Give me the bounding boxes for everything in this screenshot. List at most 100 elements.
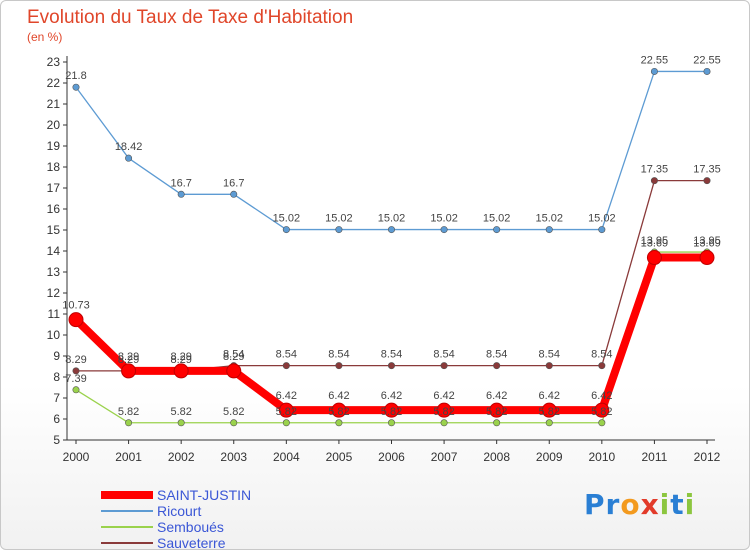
y-tick-label: 13 xyxy=(47,265,61,279)
data-label: 6.42 xyxy=(539,390,560,402)
data-point xyxy=(703,67,711,75)
data-label: 8.54 xyxy=(486,349,507,361)
data-point xyxy=(72,386,80,394)
logo-letter: r xyxy=(605,488,621,521)
data-label: 8.29 xyxy=(223,351,244,363)
data-point xyxy=(177,419,185,427)
y-tick-label: 22 xyxy=(47,76,61,90)
x-tick-label: 2011 xyxy=(642,450,668,464)
data-point xyxy=(282,362,290,370)
data-label: 13.69 xyxy=(641,238,669,250)
data-label: 5.82 xyxy=(276,406,297,418)
data-label: 8.54 xyxy=(328,349,349,361)
data-label: 5.82 xyxy=(539,406,560,418)
data-label: 6.42 xyxy=(591,390,612,402)
y-tick-label: 5 xyxy=(53,433,60,447)
x-tick-label: 2001 xyxy=(115,450,142,464)
x-tick-label: 2006 xyxy=(378,450,405,464)
logo-letter: x xyxy=(640,488,660,521)
data-label: 7.39 xyxy=(65,373,86,385)
data-point xyxy=(493,362,501,370)
data-label: 15.02 xyxy=(273,213,301,225)
data-point xyxy=(230,190,238,198)
data-point xyxy=(545,226,553,234)
data-point xyxy=(226,363,242,379)
data-label: 15.02 xyxy=(430,213,458,225)
data-point xyxy=(594,402,610,418)
data-label: 8.29 xyxy=(118,351,139,363)
y-tick-label: 9 xyxy=(53,349,60,363)
data-label: 8.29 xyxy=(118,354,139,366)
legend-label: Ricourt xyxy=(157,503,202,519)
data-point xyxy=(282,226,290,234)
data-label: 8.54 xyxy=(276,349,297,361)
data-label: 8.54 xyxy=(433,349,454,361)
data-label: 15.02 xyxy=(483,213,511,225)
data-label: 13.95 xyxy=(693,235,721,247)
point-labels: 21.8 18.42 16.7 16.7 15.02 15.02 15.02 15.02 15.… xyxy=(62,54,721,417)
x-tick-label: 2000 xyxy=(63,450,90,464)
data-point xyxy=(489,402,505,418)
data-point xyxy=(646,250,662,266)
legend-label: Sauveterre xyxy=(157,535,226,551)
data-point xyxy=(173,363,189,379)
y-tick-label: 6 xyxy=(53,412,60,426)
y-tick-label: 10 xyxy=(47,328,61,342)
data-label: 5.82 xyxy=(118,406,139,418)
data-label: 6.42 xyxy=(381,390,402,402)
x-tick-label: 2003 xyxy=(220,450,247,464)
data-point xyxy=(387,419,395,427)
data-point xyxy=(699,250,715,266)
y-tick-label: 23 xyxy=(47,55,61,69)
y-tick-label: 14 xyxy=(47,244,61,258)
x-tick-label: 2008 xyxy=(483,450,510,464)
data-point xyxy=(282,419,290,427)
series-points xyxy=(68,67,715,427)
y-tick-label: 21 xyxy=(47,97,61,111)
data-point xyxy=(440,419,448,427)
y-tick-label: 11 xyxy=(48,307,61,321)
chart-subtitle: (en %) xyxy=(27,30,63,44)
data-point xyxy=(387,362,395,370)
y-tick-label: 15 xyxy=(47,223,61,237)
data-label: 5.82 xyxy=(381,406,402,418)
data-point xyxy=(541,402,557,418)
data-label: 13.69 xyxy=(693,238,721,250)
series-line-ricourt xyxy=(75,70,707,231)
y-tick-label: 7 xyxy=(53,391,60,405)
data-point xyxy=(440,362,448,370)
data-point xyxy=(177,190,185,198)
data-label: 17.35 xyxy=(641,164,669,176)
logo-letter: P xyxy=(584,488,606,521)
data-point xyxy=(335,226,343,234)
proxiti-logo: Proxiti xyxy=(584,488,695,521)
data-point xyxy=(72,83,80,91)
legend-swatch xyxy=(101,491,153,499)
data-point xyxy=(278,402,294,418)
data-point xyxy=(598,362,606,370)
data-point xyxy=(650,67,658,75)
x-tick-label: 2009 xyxy=(536,450,563,464)
data-label: 6.42 xyxy=(328,390,349,402)
data-label: 10.73 xyxy=(62,300,90,312)
logo-letter: i xyxy=(659,488,671,521)
data-label: 8.54 xyxy=(591,349,612,361)
data-label: 8.29 xyxy=(65,354,86,366)
data-label: 15.02 xyxy=(535,213,563,225)
data-point xyxy=(703,177,711,185)
data-point xyxy=(230,419,238,427)
data-label: 22.55 xyxy=(693,54,721,66)
data-point xyxy=(598,419,606,427)
y-tick-label: 20 xyxy=(47,118,61,132)
data-label: 8.29 xyxy=(170,351,191,363)
x-tick-label: 2010 xyxy=(588,450,615,464)
series-lines xyxy=(73,70,707,424)
logo-letter: o xyxy=(620,488,641,521)
data-point xyxy=(331,402,347,418)
y-tick-label: 17 xyxy=(47,181,61,195)
data-point xyxy=(72,367,80,375)
data-point xyxy=(335,419,343,427)
chart-title: Evolution du Taux de Taxe d'Habitation xyxy=(27,7,354,28)
